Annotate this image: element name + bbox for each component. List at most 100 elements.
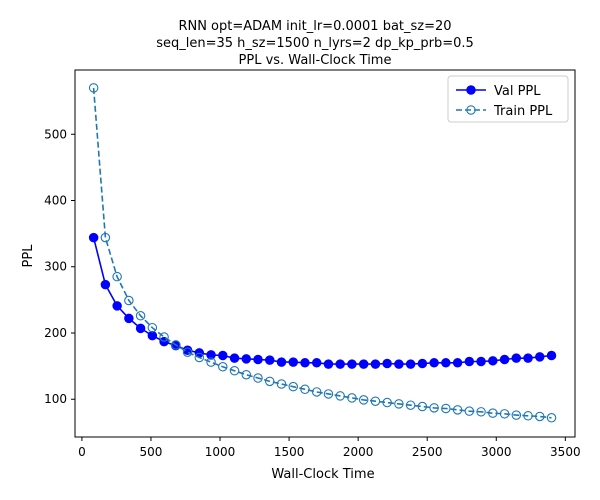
y-tick-label: 400 [44, 194, 67, 208]
series-layer [88, 83, 557, 423]
val-ppl-line [92, 237, 552, 365]
train-ppl-point [523, 411, 533, 421]
val-ppl-point [323, 359, 334, 369]
val-ppl-point [253, 354, 263, 365]
train-ppl-point [358, 395, 369, 405]
train-ppl-point [417, 401, 428, 412]
train-ppl-point [159, 332, 169, 342]
val-ppl-point [441, 358, 451, 368]
train-ppl-point [124, 295, 134, 306]
val-ppl-point [546, 350, 557, 361]
title-line-2: seq_len=35 h_sz=1500 n_lyrs=2 dp_kp_prb=… [156, 36, 474, 51]
val-ppl-point [499, 354, 510, 365]
y-tick-label: 500 [44, 127, 67, 141]
train-ppl-point [135, 311, 146, 321]
legend-label: Val PPL [494, 84, 541, 99]
val-ppl-point [241, 354, 252, 364]
train-ppl-point [323, 389, 334, 399]
train-ppl-point [265, 376, 275, 387]
plot-area [74, 69, 576, 438]
val-ppl-point [405, 359, 416, 369]
chart-title: RNN opt=ADAM init_lr=0.0001 bat_sz=20 se… [156, 19, 474, 68]
train-ppl-point [288, 381, 298, 392]
val-ppl-point [229, 353, 240, 363]
train-ppl-point [452, 405, 463, 415]
title-line-1: RNN opt=ADAM init_lr=0.0001 bat_sz=20 [178, 19, 451, 34]
val-ppl-point [523, 353, 533, 363]
y-tick-label: 200 [44, 326, 67, 340]
x-tick-label: 1000 [205, 445, 236, 459]
train-ppl-point [546, 413, 557, 423]
x-tick-label: 0 [78, 445, 86, 459]
val-ppl-point [464, 356, 475, 367]
legend: Val PPL Train PPL [447, 75, 569, 123]
legend-entry-val-ppl: Val PPL [456, 84, 541, 99]
train-ppl-point [347, 393, 357, 403]
train-ppl-point [370, 396, 381, 406]
train-ppl-point [88, 83, 99, 93]
val-ppl-point [311, 358, 322, 368]
val-ppl-point [394, 359, 404, 369]
train-ppl-point [335, 391, 345, 401]
x-tick-label: 500 [140, 445, 163, 459]
train-ppl-point [535, 411, 545, 422]
train-ppl-point [300, 384, 310, 395]
val-ppl-point [206, 350, 216, 360]
train-ppl-point [171, 340, 181, 350]
val-ppl-point [382, 358, 392, 369]
val-ppl-point [147, 330, 158, 341]
train-ppl-point [499, 409, 510, 419]
train-ppl-point [206, 357, 216, 367]
train-ppl-point [194, 352, 205, 363]
y-axis-label: PPL [21, 244, 36, 268]
x-tick-label: 1500 [274, 445, 305, 459]
val-ppl-point [429, 358, 439, 368]
train-ppl-point [112, 271, 122, 282]
val-ppl-point [100, 279, 111, 290]
train-ppl-point [488, 408, 498, 418]
val-ppl-point [218, 350, 228, 361]
val-ppl-point [335, 359, 345, 369]
x-tick-label: 2000 [343, 445, 374, 459]
val-ppl-point [347, 359, 357, 369]
train-ppl-series [88, 83, 557, 423]
x-axis-ticks: 0 500 1000 1500 2000 2500 3000 3500 [78, 437, 581, 459]
train-ppl-line [92, 87, 552, 419]
x-tick-label: 3000 [481, 445, 512, 459]
val-ppl-point [511, 353, 522, 363]
val-ppl-point [300, 358, 310, 368]
val-ppl-point [358, 359, 369, 369]
val-ppl-point [417, 358, 428, 369]
train-ppl-point [229, 366, 240, 376]
val-ppl-point [265, 355, 275, 365]
train-ppl-point [311, 387, 322, 397]
val-ppl-series [88, 232, 557, 369]
train-ppl-point [276, 379, 287, 389]
legend-marker [466, 105, 476, 115]
val-ppl-point [124, 313, 134, 324]
train-ppl-point [241, 369, 252, 380]
y-axis-ticks: 100 200 300 400 500 [44, 127, 75, 406]
train-ppl-point [182, 347, 193, 357]
val-ppl-point [88, 232, 99, 243]
val-ppl-point [488, 356, 498, 366]
y-tick-label: 100 [44, 392, 67, 406]
train-ppl-point [511, 410, 522, 420]
title-line-3: PPL vs. Wall-Clock Time [239, 53, 392, 68]
train-ppl-point [394, 399, 404, 409]
val-ppl-point [288, 357, 298, 367]
x-axis-label: Wall-Clock Time [271, 467, 374, 482]
train-ppl-point [476, 407, 486, 417]
train-ppl-point [382, 397, 392, 408]
legend-label: Train PPL [493, 104, 553, 119]
train-ppl-point [147, 322, 158, 333]
train-ppl-point [100, 232, 111, 243]
val-ppl-point [535, 352, 545, 362]
x-tick-label: 3500 [550, 445, 581, 459]
train-ppl-point [405, 400, 416, 410]
val-ppl-point [276, 357, 287, 367]
val-ppl-point [112, 301, 122, 311]
y-tick-label: 300 [44, 260, 67, 274]
